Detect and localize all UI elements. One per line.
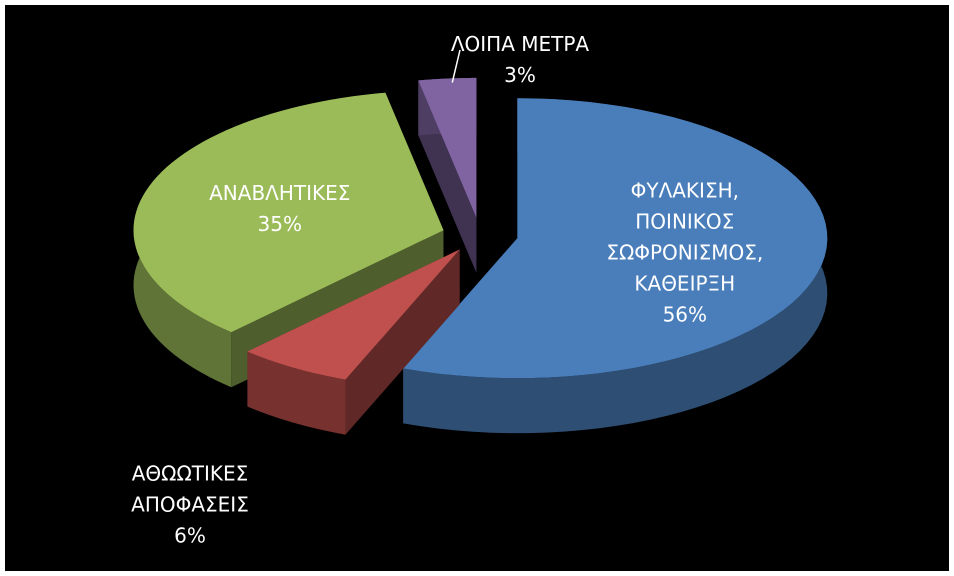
value-label: 56%: [662, 302, 708, 327]
slice: [403, 98, 828, 379]
category-label: ΛΟΙΠΑ ΜΕΤΡΑ: [450, 32, 590, 56]
slice: [418, 77, 477, 218]
category-label: ΑΘΩΩΤΙΚΕΣ ΑΠΟΦΑΣΕΙΣ: [131, 461, 249, 517]
value-label: 6%: [174, 523, 206, 548]
data-label: ΑΘΩΩΤΙΚΕΣ ΑΠΟΦΑΣΕΙΣ 6%: [110, 459, 270, 552]
leader-line: [451, 49, 461, 83]
category-label: ΦΥΛΑΚΙΣΗ, ΠΟΙΝΙΚΟΣ ΣΩΦΡΟΝΙΣΜΟΣ, ΚΑΘΕΙΡΞΗ: [606, 178, 764, 296]
slice: [247, 249, 460, 380]
category-label: ΑΝΑΒΛΗΤΙΚΕΣ: [209, 180, 351, 205]
data-label: ΑΝΑΒΛΗΤΙΚΕΣ 35%: [200, 178, 360, 240]
value-label: 3%: [504, 63, 536, 87]
value-label: 35%: [257, 211, 302, 236]
slice: [133, 92, 444, 333]
slice-side: [247, 351, 346, 435]
data-label: ΦΥΛΑΚΙΣΗ, ΠΟΙΝΙΚΟΣ ΣΩΦΡΟΝΙΣΜΟΣ, ΚΑΘΕΙΡΞΗ…: [602, 175, 767, 330]
data-label: ΛΟΙΠΑ ΜΕΤΡΑ 3%: [410, 29, 630, 91]
